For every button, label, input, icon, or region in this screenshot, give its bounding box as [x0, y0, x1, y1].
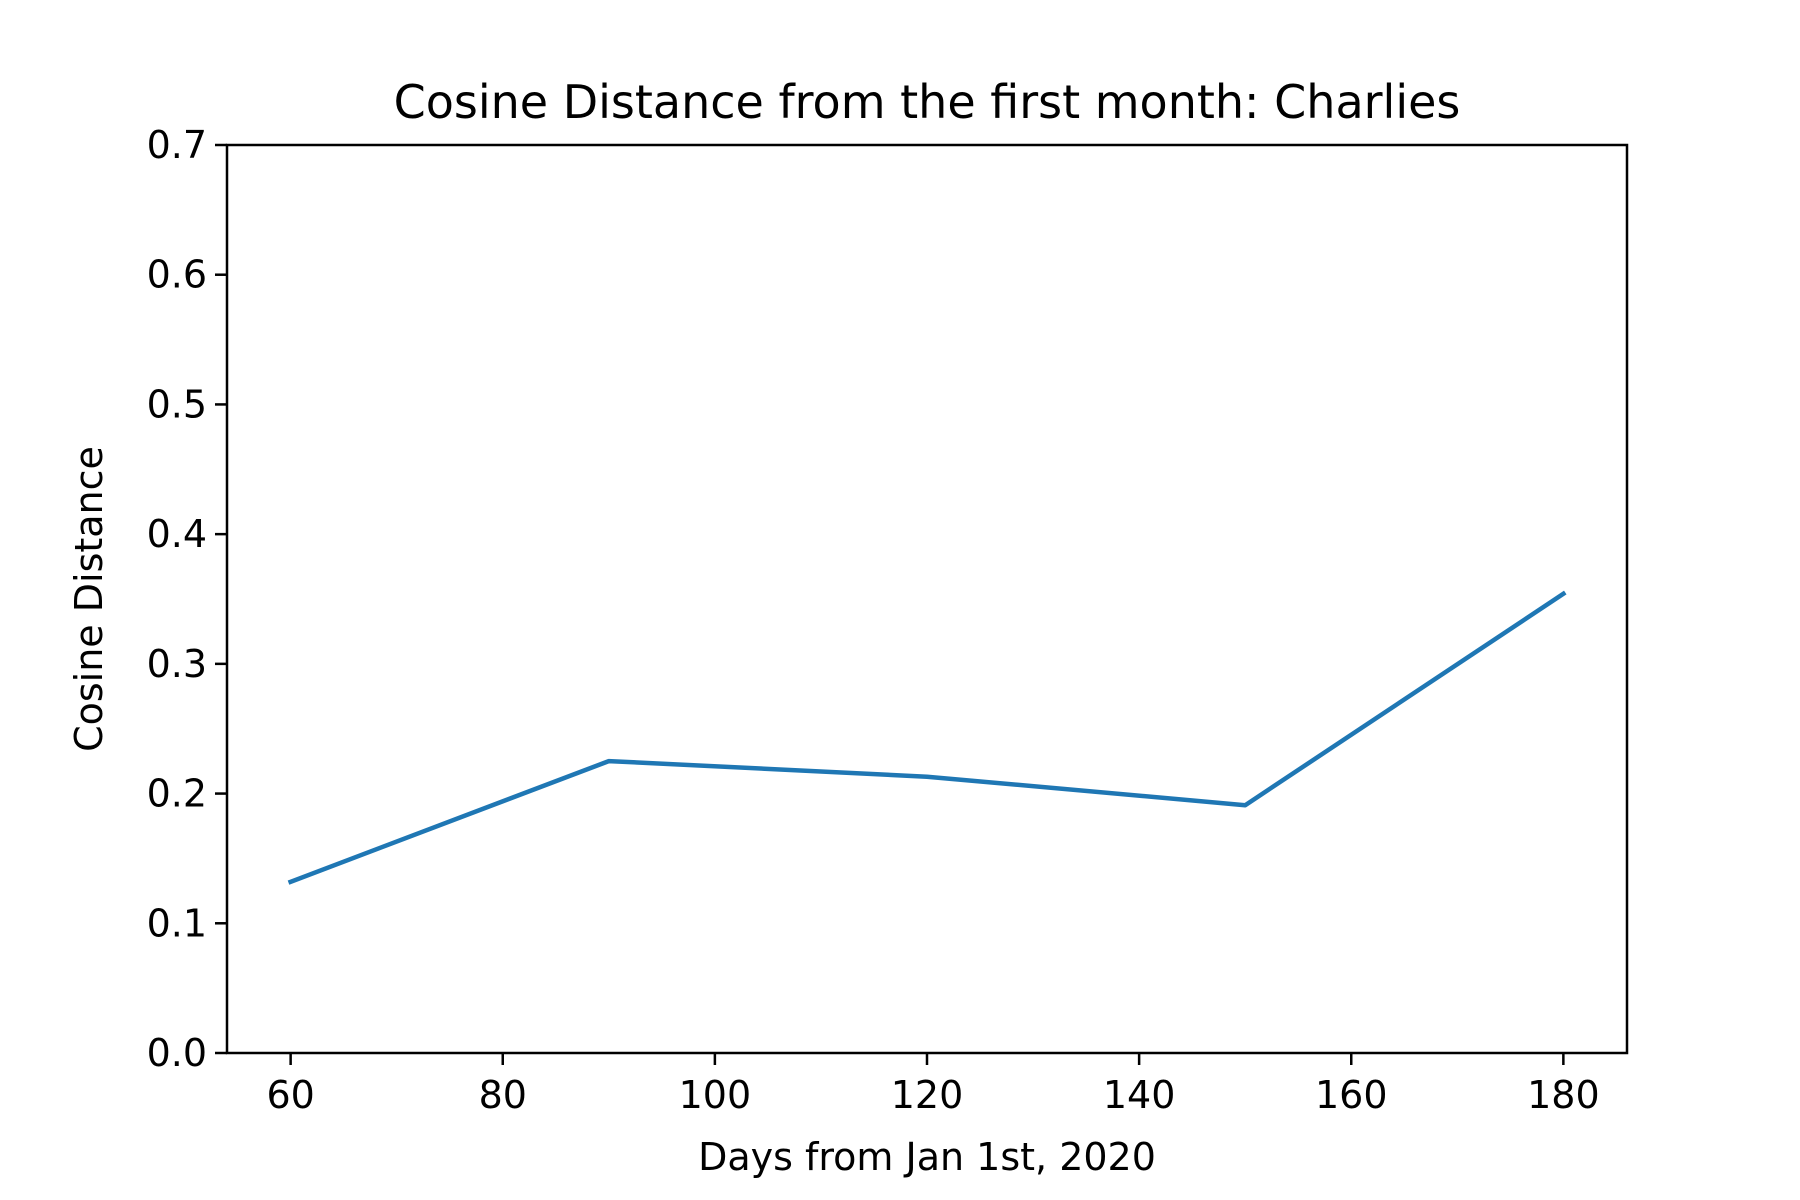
y-tick-label: 0.1 [147, 901, 207, 945]
x-tick-label: 100 [679, 1073, 752, 1117]
y-tick-label: 0.6 [147, 253, 207, 297]
x-tick-label: 120 [891, 1073, 964, 1117]
x-axis: 60 80 100 120 140 160 180 [266, 1053, 1600, 1117]
y-tick-label: 0.2 [147, 772, 207, 816]
y-axis-label: Cosine Distance [67, 446, 111, 752]
y-axis: 0.0 0.1 0.2 0.3 0.4 0.5 0.6 0.7 [147, 123, 227, 1075]
x-tick-label: 80 [479, 1073, 527, 1117]
series-line [287, 590, 1567, 885]
y-tick-label: 0.5 [147, 382, 207, 426]
x-tick-label: 140 [1103, 1073, 1176, 1117]
y-tick-label: 0.4 [147, 512, 207, 556]
chart-title: Cosine Distance from the first month: Ch… [394, 75, 1461, 129]
plot-frame [225, 143, 1629, 1055]
y-tick-label: 0.0 [147, 1031, 207, 1075]
y-tick-label: 0.3 [147, 642, 207, 686]
x-tick-label: 160 [1315, 1073, 1388, 1117]
plot-area: 60 80 100 120 140 160 180 0.00.10.20.30.40.50.… [147, 123, 1629, 1117]
y-tick-label: 0.7 [147, 123, 207, 167]
series-layer [287, 590, 1567, 885]
x-tick-label: 60 [266, 1073, 314, 1117]
x-tick-label: 180 [1527, 1073, 1600, 1117]
x-axis-label: Days from Jan 1st, 2020 [698, 1135, 1156, 1179]
